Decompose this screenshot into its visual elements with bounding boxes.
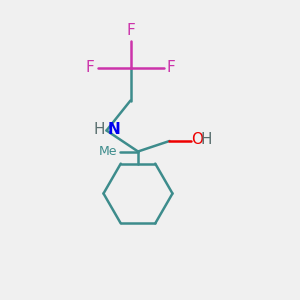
Text: N: N bbox=[108, 122, 121, 136]
Text: F: F bbox=[126, 23, 135, 38]
Text: H: H bbox=[94, 122, 105, 136]
Text: F: F bbox=[167, 60, 175, 75]
Text: O: O bbox=[191, 132, 203, 147]
Text: Me: Me bbox=[99, 145, 118, 158]
Text: F: F bbox=[86, 60, 94, 75]
Text: H: H bbox=[200, 132, 212, 147]
